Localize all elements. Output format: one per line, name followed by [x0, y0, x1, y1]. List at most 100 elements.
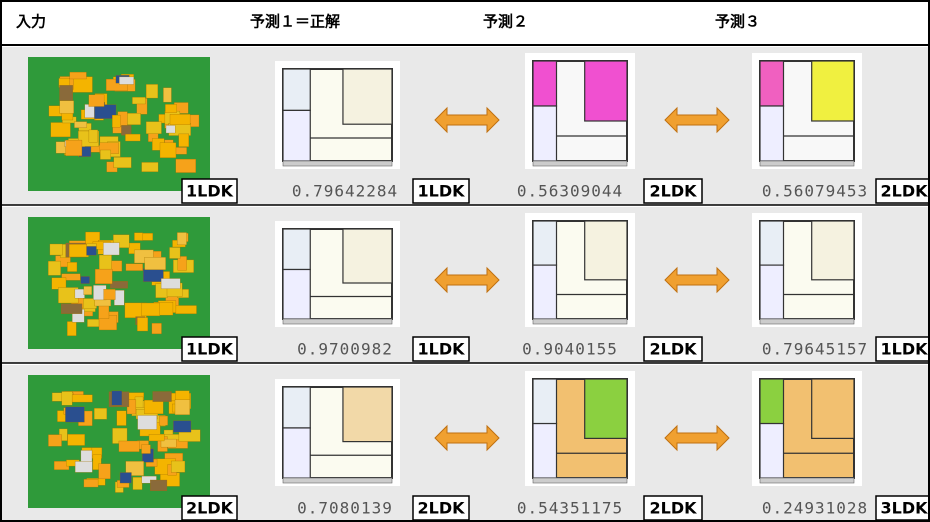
lego-brick: [160, 438, 177, 448]
lego-brick: [144, 399, 164, 415]
lego-brick: [141, 302, 160, 317]
lego-brick: [141, 162, 159, 172]
plan-room: [532, 422, 558, 479]
plan-room: [282, 228, 311, 271]
lego-brick: [169, 247, 181, 259]
double-arrow: [664, 424, 730, 452]
lego-brick: [113, 157, 132, 168]
lego-brick: [61, 273, 81, 281]
lego-brick: [59, 100, 74, 114]
plan-room: [759, 220, 785, 266]
lego-brick: [141, 233, 153, 241]
floor-plan-image: [752, 213, 862, 327]
lego-input-image: [28, 375, 210, 508]
lego-input-image: [28, 57, 210, 191]
lego-brick: [74, 288, 85, 299]
layout-label: 2LDK: [649, 499, 697, 518]
lego-brick: [112, 114, 121, 128]
lego-brick: [165, 104, 177, 113]
lego-brick: [65, 139, 83, 156]
lego-brick: [134, 396, 144, 409]
lego-brick: [169, 114, 191, 125]
layout-label: 2LDK: [880, 182, 928, 201]
header-input: 入力: [15, 13, 46, 31]
lego-brick: [83, 479, 99, 488]
plan-room: [342, 68, 393, 125]
lego-brick: [74, 461, 93, 473]
plan-room: [811, 60, 855, 122]
plan-balcony: [282, 318, 393, 325]
lego-brick: [148, 434, 165, 442]
score: 0.79642284: [292, 182, 398, 201]
plan-room: [811, 378, 855, 440]
label-box: [181, 336, 238, 362]
lego-brick: [143, 268, 164, 282]
lego-brick: [163, 87, 172, 103]
layout-label: 1LDK: [186, 182, 234, 201]
lego-brick: [132, 97, 146, 105]
plan-room: [759, 105, 785, 162]
lego-brick: [48, 434, 62, 447]
lego-brick: [98, 304, 110, 319]
plan-balcony: [282, 477, 393, 484]
header-pred3: 予測３: [715, 13, 760, 31]
lego-brick: [134, 232, 143, 241]
lego-brick: [103, 242, 120, 256]
floor-plan-image: [525, 371, 635, 486]
lego-brick: [67, 434, 85, 446]
plan-room: [282, 109, 311, 162]
lego-brick: [165, 125, 176, 134]
lego-brick: [125, 461, 144, 476]
plan-room: [759, 378, 785, 425]
lego-brick: [160, 278, 181, 289]
lego-brick: [94, 268, 113, 284]
lego-brick: [80, 276, 90, 284]
floor-plan-image: [752, 53, 862, 169]
score: 0.9700982: [297, 340, 393, 359]
lego-brick: [71, 394, 93, 403]
lego-brick: [114, 290, 125, 306]
plan-room: [532, 105, 558, 162]
lego-brick: [100, 149, 111, 160]
lego-brick: [88, 129, 98, 143]
score: 0.7080139: [297, 499, 393, 518]
plan-balcony: [532, 477, 628, 484]
plan-room: [342, 386, 393, 443]
lego-brick: [74, 121, 87, 128]
plan-room: [759, 422, 785, 479]
plan-balcony: [759, 160, 855, 167]
plan-room: [532, 378, 558, 425]
plan-room: [532, 220, 558, 266]
lego-brick: [98, 463, 111, 480]
lego-input-image: [28, 217, 210, 349]
lego-brick: [67, 262, 78, 272]
lego-brick: [152, 391, 172, 402]
double-arrow: [434, 266, 500, 294]
lego-brick: [175, 158, 196, 173]
plan-balcony: [532, 160, 628, 167]
plan-room: [584, 378, 628, 440]
plan-room: [342, 228, 393, 284]
lego-brick: [125, 133, 141, 142]
header-pred2: 予測２: [483, 13, 528, 31]
lego-brick: [177, 232, 187, 246]
lego-brick: [59, 85, 73, 101]
lego-brick: [119, 472, 132, 484]
lego-brick: [125, 263, 143, 271]
score: 0.56079453: [762, 182, 868, 201]
layout-label: 1LDK: [186, 340, 234, 359]
plan-balcony: [759, 477, 855, 484]
lego-brick: [177, 256, 187, 271]
floor-plan-image: [275, 221, 400, 327]
plan-room: [282, 68, 311, 112]
lego-brick: [137, 415, 158, 430]
score: 0.24931028: [762, 499, 868, 518]
floor-plan-image: [525, 213, 635, 327]
lego-brick: [118, 440, 140, 452]
label-box: [412, 178, 470, 204]
score: 0.9040155: [522, 340, 618, 359]
lego-brick: [141, 475, 157, 484]
lego-brick: [159, 142, 177, 158]
